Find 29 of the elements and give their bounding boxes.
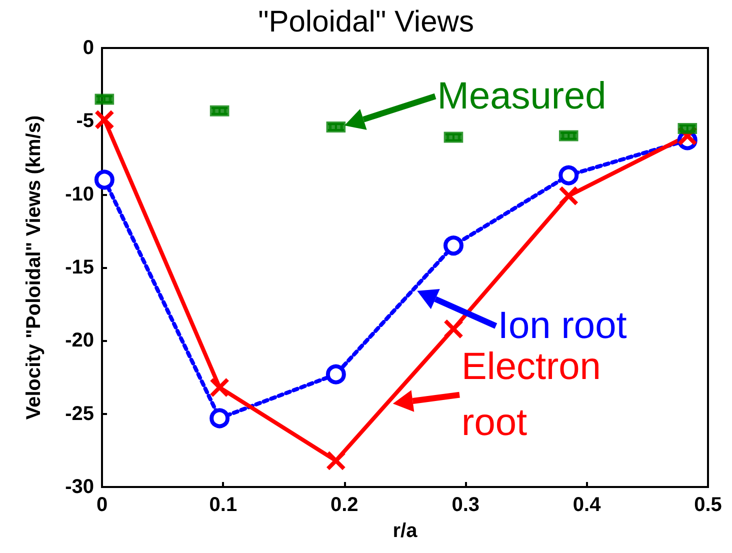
y-axis-title: Velocity "Poloidal" Views (km/s) <box>23 115 45 420</box>
point <box>94 170 114 190</box>
y-tick-label: -5 <box>76 110 94 132</box>
point <box>326 364 346 384</box>
x-axis-title: r/a <box>392 520 418 542</box>
x-tick-label: 0.3 <box>452 494 480 516</box>
annotation: Measured <box>437 75 606 118</box>
point <box>94 110 114 130</box>
x-tick-label: 0.4 <box>572 494 602 516</box>
point <box>443 236 464 256</box>
point <box>558 165 579 186</box>
annotation: Electron root <box>462 346 612 444</box>
y-tick-label: 0 <box>82 37 94 59</box>
x-tick-label: 0.5 <box>694 494 722 516</box>
x-tick-label: 0.1 <box>209 494 238 516</box>
y-tick-label: -30 <box>65 476 94 498</box>
point <box>558 186 579 206</box>
y-tick-label: -25 <box>65 402 94 425</box>
annotation: Ion root <box>498 305 628 348</box>
y-tick-label: -15 <box>65 256 94 278</box>
point <box>326 450 346 471</box>
y-tick-label: -20 <box>65 330 94 352</box>
x-tick-label: 0.2 <box>330 494 358 516</box>
point <box>210 377 230 398</box>
y-tick-label: -10 <box>65 183 94 206</box>
point <box>210 408 230 428</box>
point <box>443 318 464 339</box>
x-tick-label: 0 <box>96 494 108 516</box>
chart-title: "Poloidal" Views <box>258 6 474 38</box>
